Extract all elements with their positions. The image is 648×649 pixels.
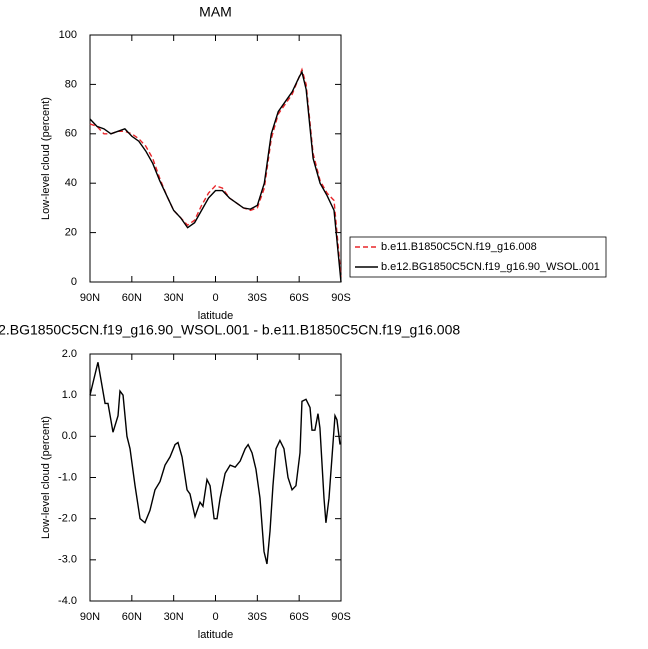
x-tick-label: 90N <box>80 292 100 304</box>
x-tick-label: 0 <box>212 611 218 623</box>
y-tick-label: -2.0 <box>58 513 77 525</box>
y-tick-label: 40 <box>65 177 77 189</box>
x-tick-label: 90S <box>331 611 351 623</box>
x-tick-label: 60N <box>122 292 142 304</box>
y-tick-label: -4.0 <box>58 595 77 607</box>
x-tick-label: 0 <box>212 292 218 304</box>
y-tick-label: 80 <box>65 78 77 90</box>
y-tick-label: -3.0 <box>58 554 77 566</box>
legend-label: b.e11.B1850C5CN.f19_g16.008 <box>381 241 537 253</box>
y-tick-label: 1.0 <box>62 389 77 401</box>
x-tick-label: 90N <box>80 611 100 623</box>
y-tick-label: 100 <box>59 29 77 41</box>
x-tick-label: 90S <box>331 292 351 304</box>
legend-box <box>349 236 607 278</box>
legend-label: b.e12.BG1850C5CN.f19_g16.90_WSOL.001 <box>381 261 600 273</box>
y-axis-label: Low-level cloud (percent) <box>40 97 52 220</box>
y-tick-label: 60 <box>65 128 77 140</box>
x-tick-label: 30S <box>248 611 268 623</box>
x-axis-label: latitude <box>198 310 233 322</box>
y-tick-label: 20 <box>65 227 77 239</box>
x-tick-label: 30N <box>164 292 184 304</box>
y-tick-label: 2.0 <box>62 348 77 360</box>
x-tick-label: 60S <box>289 292 309 304</box>
x-tick-label: 30N <box>164 611 184 623</box>
x-axis-label: latitude <box>198 629 233 641</box>
y-axis-label: Low-level cloud (percent) <box>40 416 52 539</box>
x-tick-label: 60N <box>122 611 142 623</box>
y-tick-label: 0.0 <box>62 430 77 442</box>
data-line <box>89 67 342 278</box>
data-line <box>89 70 342 283</box>
y-tick-label: -1.0 <box>58 471 77 483</box>
plot-frame <box>89 353 342 602</box>
data-line <box>89 362 341 565</box>
y-tick-label: 0 <box>71 276 77 288</box>
x-tick-label: 30S <box>248 292 268 304</box>
x-tick-label: 60S <box>289 611 309 623</box>
chart-title: b.e12.BG1850C5CN.f19_g16.90_WSOL.001 - b… <box>0 322 460 338</box>
plot-frame <box>89 34 342 283</box>
chart-title: MAM <box>199 4 232 20</box>
